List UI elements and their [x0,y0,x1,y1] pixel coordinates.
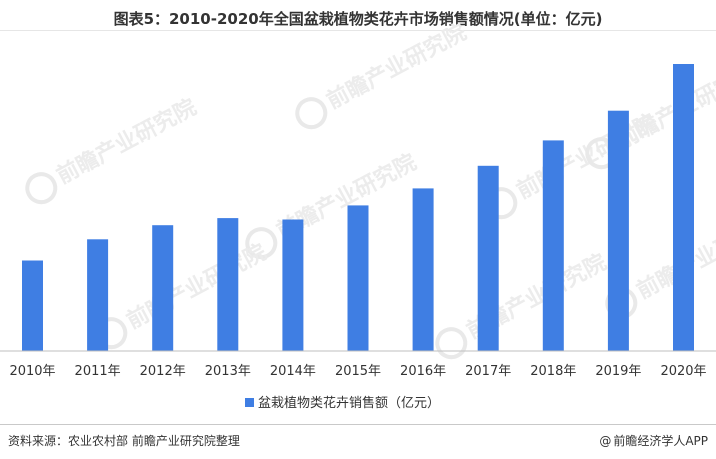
brand-label: @ 前瞻经济学人APP [599,432,708,449]
bar-2017年 [477,165,499,351]
x-tick-label: 2015年 [335,364,381,379]
watermark-logo [245,227,278,260]
x-tick-label: 2019年 [595,364,641,379]
watermark-logo [435,327,468,360]
watermark: 前瞻产业研究院 [95,239,271,350]
bar-2014年 [282,219,304,351]
legend: 盆栽植物类花卉销售额（亿元） [245,395,440,411]
bar-2020年 [673,64,694,351]
x-tick-label: 2017年 [465,364,511,379]
watermark-text: 前瞻产业研究院 [322,19,470,114]
legend-swatch [245,398,254,407]
watermark: 前瞻产业研究院 [245,149,421,260]
source-text: 资料来源：农业农村部 前瞻产业研究院整理 [8,434,240,448]
x-tick-label: 2011年 [75,364,121,379]
footer: 资料来源：农业农村部 前瞻产业研究院整理 @ 前瞻经济学人APP [0,424,716,459]
watermark-text: 前瞻产业研究院 [52,94,200,189]
title-divider [0,30,716,31]
bar-2016年 [412,188,434,351]
brand-text: 前瞻经济学人APP [613,434,708,448]
bar-2013年 [217,218,239,351]
x-tick-label: 2013年 [205,364,251,379]
x-tick-labels: 2010年 2011年 2012年 2013年 2014年 2015年 2016年 2017年… [9,364,706,379]
watermark: 前瞻产业研究院 [295,19,471,130]
legend-label: 盆栽植物类花卉销售额（亿元） [258,395,440,411]
bars-group [22,64,694,351]
x-tick-label: 2018年 [530,364,576,379]
x-tick-label: 2010年 [9,364,55,379]
bar-2011年 [87,239,109,351]
watermark: 前瞻产业研究院 [435,249,611,360]
bar-2012年 [152,225,174,351]
watermark: 前瞻产业研究院 [25,94,201,205]
bar-2018年 [542,140,564,351]
watermark-logo [25,172,58,205]
app-icon: @ [599,434,612,448]
chart-title: 图表5：2010-2020年全国盆栽植物类花卉市场销售额情况(单位：亿元) [113,10,603,28]
x-tick-label: 2014年 [270,364,316,379]
bar-2019年 [607,110,629,351]
bar-2015年 [347,205,369,351]
x-tick-label: 2012年 [140,364,186,379]
watermark-logo [295,97,328,130]
x-tick-label: 2016年 [400,364,446,379]
watermark-text: 前瞻产业研究院 [122,239,270,334]
x-tick-label: 2020年 [660,364,706,379]
bar-2010年 [22,260,43,351]
